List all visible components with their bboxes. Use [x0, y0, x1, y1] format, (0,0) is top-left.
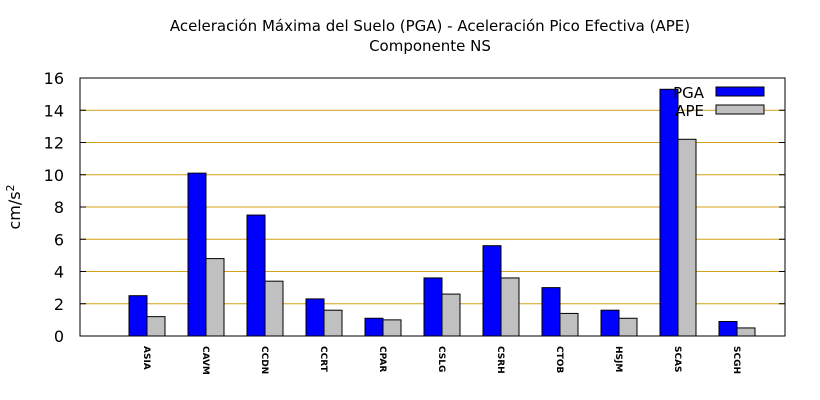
y-tick-label: 4	[54, 263, 64, 282]
y-axis-label: cm/s2	[4, 184, 24, 229]
chart-title-line2: Componente NS	[369, 37, 491, 55]
bar-ape-scgh	[736, 327, 756, 337]
bar-ape-asia	[146, 316, 166, 337]
bar-ape-hsjm	[618, 317, 638, 337]
x-tick-label: CSLG	[436, 346, 446, 372]
y-axis-label-unit: cm/s	[5, 191, 24, 229]
y-tick-label: 0	[54, 327, 64, 346]
plot-frame	[79, 77, 786, 337]
x-tick-label: SCGH	[731, 346, 741, 374]
bar-pga-ctob	[541, 287, 561, 337]
bar-pga-ccrt	[305, 298, 325, 337]
legend-swatch-ape	[715, 104, 765, 115]
y-tick-label: 8	[54, 198, 64, 217]
y-tick-label: 16	[44, 69, 64, 88]
bar-pga-cslg	[423, 277, 443, 337]
bar-ape-cpar	[382, 319, 402, 337]
legend-label-pga: PGA	[673, 84, 705, 102]
bar-ape-ccdn	[264, 280, 284, 337]
y-tick-label: 10	[44, 166, 64, 185]
legend-swatch-pga	[715, 86, 765, 97]
bar-pga-hsjm	[600, 309, 620, 337]
x-tick-label: CPAR	[377, 346, 387, 372]
y-tick-label: 14	[44, 101, 64, 120]
x-tick-label: CTOB	[554, 346, 564, 373]
legend-label-ape: APE	[675, 102, 704, 120]
bar-pga-scas	[659, 88, 679, 337]
bar-ape-ccrt	[323, 309, 343, 337]
y-tick-label: 6	[54, 230, 64, 249]
bar-pga-csrh	[482, 245, 502, 337]
bar-pga-scgh	[718, 320, 738, 337]
bar-ape-cavm	[205, 258, 225, 337]
y-axis-ticks: 0 2 4 6 8 10 12 14 16	[44, 69, 785, 346]
x-tick-label: CCRT	[318, 346, 328, 373]
bar-pga-asia	[128, 295, 148, 337]
x-tick-label: CCDN	[259, 346, 269, 374]
x-tick-label: CSRH	[495, 346, 505, 374]
x-tick-label: SCAS	[672, 346, 682, 373]
y-axis-label-exponent: 2	[4, 184, 17, 191]
bar-ape-cslg	[441, 293, 461, 337]
bars	[128, 88, 756, 337]
chart-title-line1: Aceleración Máxima del Suelo (PGA) - Ace…	[170, 17, 690, 35]
bar-ape-ctob	[559, 312, 579, 337]
y-tick-label: 12	[44, 134, 64, 153]
x-tick-label: CAVM	[200, 346, 210, 375]
bar-pga-ccdn	[246, 214, 266, 337]
x-tick-label: ASIA	[141, 346, 151, 370]
bar-pga-cpar	[364, 317, 384, 337]
x-axis-ticks: ASIA CAVM CCDN CCRT CPAR CSLG CSRH CTOB HSJM SCAS…	[141, 330, 741, 375]
bar-ape-scas	[677, 138, 697, 337]
y-tick-label: 2	[54, 295, 64, 314]
x-tick-label: HSJM	[613, 346, 623, 372]
bar-pga-cavm	[187, 172, 207, 337]
bar-ape-csrh	[500, 277, 520, 337]
